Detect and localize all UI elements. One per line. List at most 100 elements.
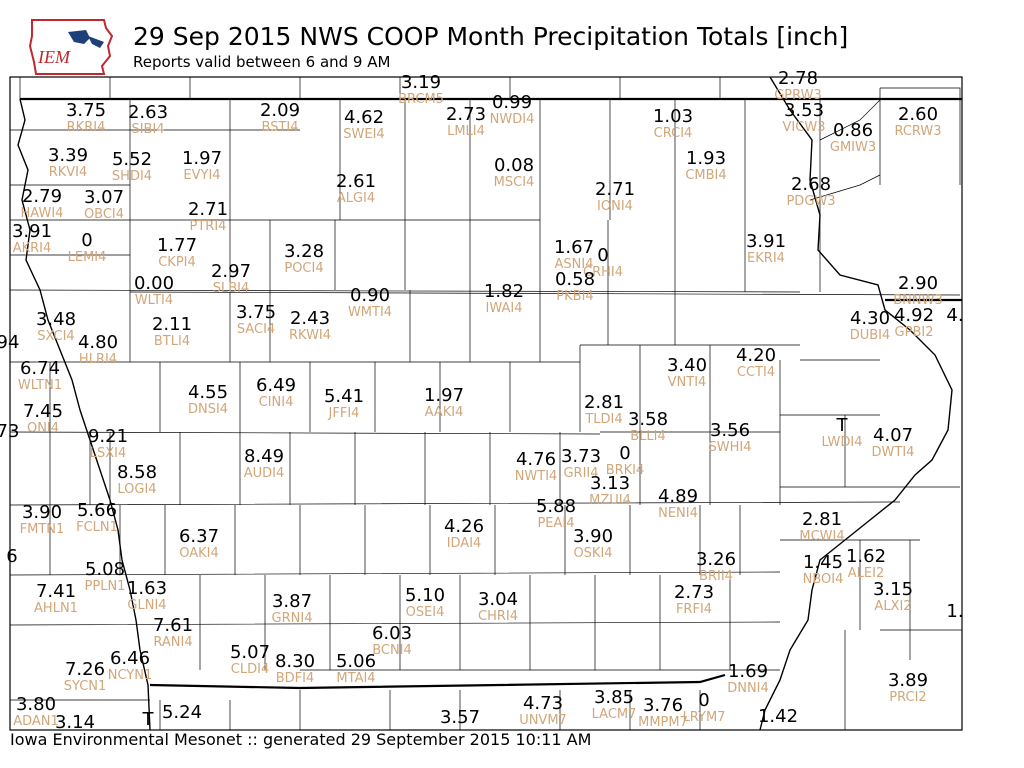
station-value: 4.20 (736, 345, 776, 366)
station-value: 4.76 (516, 449, 556, 470)
station-id: FMTN1 (20, 522, 65, 537)
station-value: 7.41 (36, 581, 76, 602)
station-id: ALGI4 (337, 191, 375, 206)
station-value: 2.63 (128, 102, 168, 123)
station-id: FCLN1 (76, 520, 118, 535)
station-value: T (142, 709, 155, 730)
station-id: DUBI4 (850, 328, 891, 343)
station-value: 0 (597, 245, 608, 266)
station-id: BDFI4 (276, 671, 315, 686)
station-id: PTRI4 (190, 219, 227, 234)
station-value: 4.89 (658, 486, 698, 507)
station-id: CKPI4 (158, 255, 196, 270)
station-value: 3.07 (84, 187, 124, 208)
station-value: 2.81 (802, 509, 842, 530)
station-value: 5.41 (324, 386, 364, 407)
station-id: WLTI4 (135, 293, 173, 308)
station-id: FRFI4 (676, 602, 712, 617)
station-value: 1.97 (182, 148, 222, 169)
station-value: 3.14 (55, 712, 95, 733)
station-value: 3.26 (696, 549, 736, 570)
station-id: PEAI4 (537, 516, 574, 531)
station-value: 4.62 (344, 107, 384, 128)
station-value: T (836, 415, 849, 436)
station-value: 3.89 (888, 670, 928, 691)
station-id: SWHI4 (709, 440, 752, 455)
station-value: 4.92 (894, 305, 934, 326)
station-value: 3.53 (784, 100, 824, 121)
station-id: LOGI4 (117, 482, 156, 497)
station-value: 3.75 (236, 302, 276, 323)
station-id: BNNW3 (893, 293, 943, 308)
station-value: 4. (946, 305, 963, 326)
station-id: MSCI4 (494, 175, 535, 190)
station-id: CINI4 (259, 395, 294, 410)
station-value: 0.08 (494, 155, 534, 176)
station-id: ALXI2 (874, 599, 911, 614)
station-id: ADAN1 (13, 714, 59, 729)
station-id: HLRI4 (79, 352, 117, 367)
station-value: 5.88 (536, 496, 576, 517)
station-value: 4.55 (188, 382, 228, 403)
station-id: SACI4 (237, 322, 275, 337)
station-id: GLNI4 (127, 598, 166, 613)
station-id: EVYI4 (183, 168, 220, 183)
station-id: ONI4 (27, 421, 59, 436)
station-id: OSEI4 (406, 605, 445, 620)
station-value: 3.76 (643, 695, 683, 716)
station-value: 3.91 (746, 231, 786, 252)
station-value: 6 (6, 546, 17, 567)
map-subtitle: Reports valid between 6 and 9 AM (133, 53, 391, 71)
station-id: GRII4 (563, 466, 598, 481)
station-value: 6.49 (256, 375, 296, 396)
station-value: 2.09 (260, 100, 300, 121)
station-value: 2.79 (22, 186, 62, 207)
station-marker: 3.14 (55, 712, 95, 733)
station-value: 5.52 (112, 149, 152, 170)
station-value: 6.46 (110, 648, 150, 669)
station-id: GRNI4 (272, 611, 313, 626)
station-id: SYCN1 (64, 679, 107, 694)
station-id: RKWI4 (289, 328, 331, 343)
station-id: POCI4 (284, 261, 323, 276)
station-id: RANI4 (153, 635, 192, 650)
station-value: 0.86 (833, 120, 873, 141)
station-value: 3.28 (284, 241, 324, 262)
station-id: ASNI4 (555, 257, 594, 272)
station-id: BRII4 (699, 569, 733, 584)
